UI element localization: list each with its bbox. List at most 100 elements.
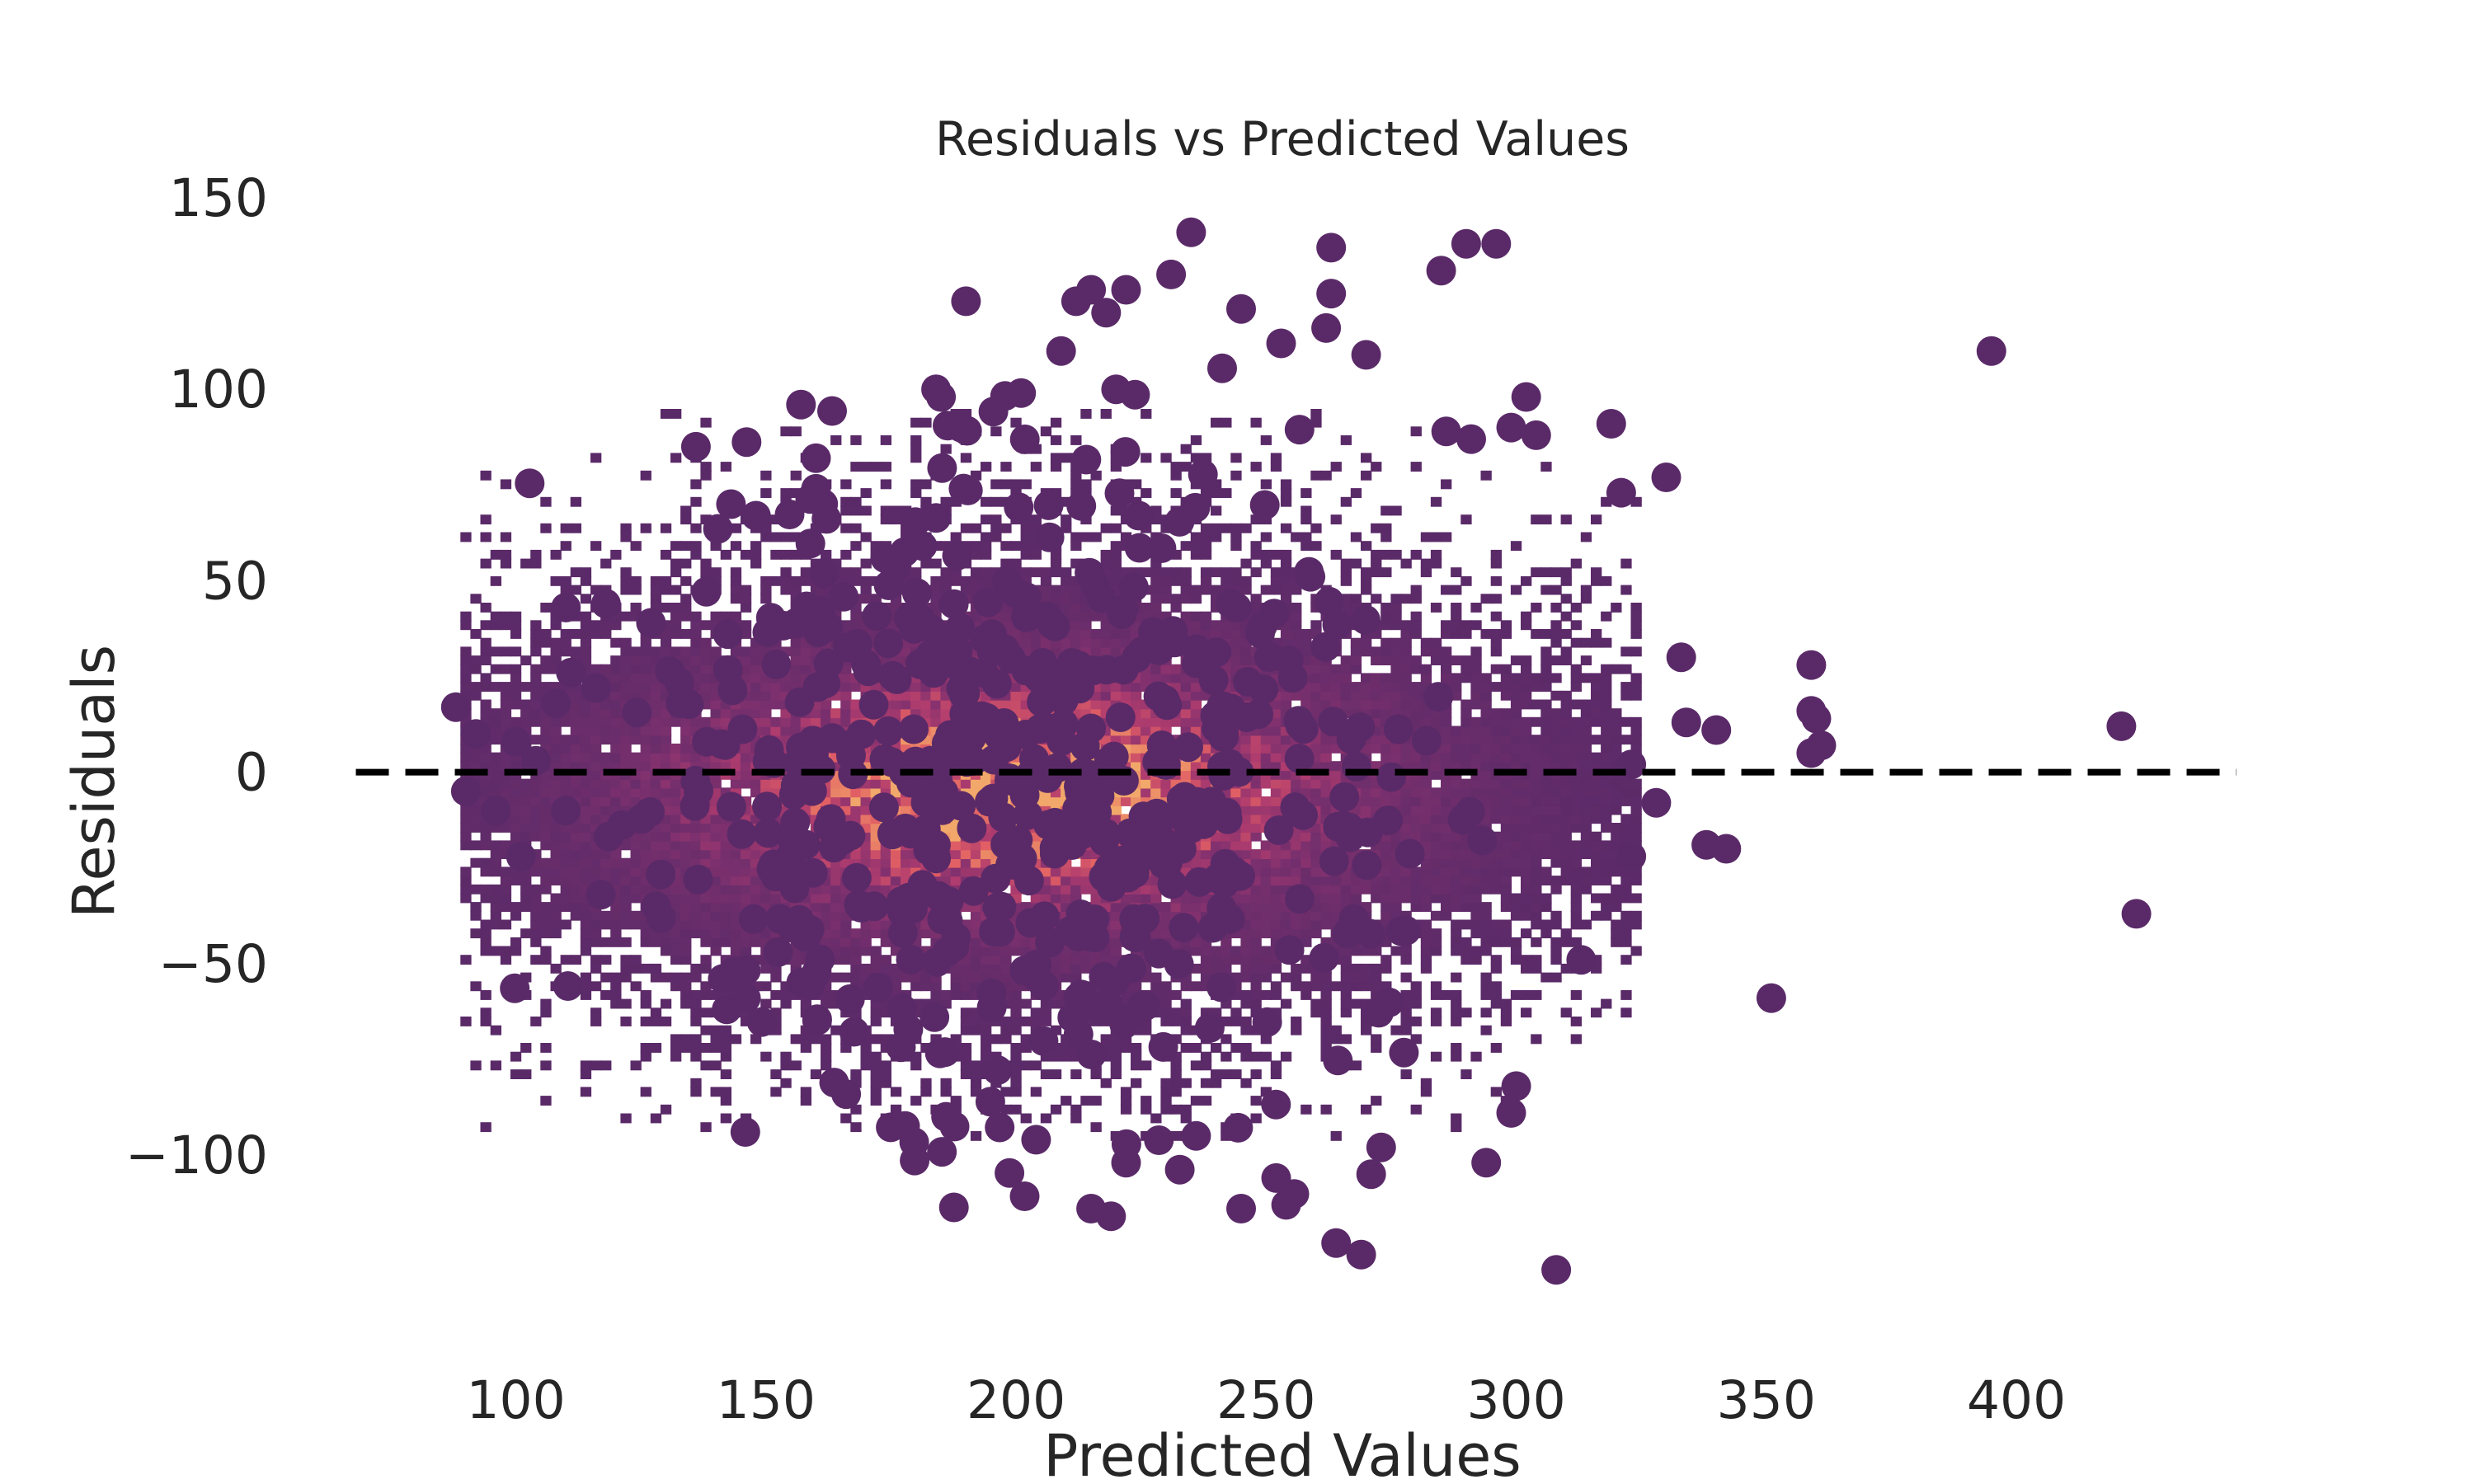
density-cell xyxy=(1180,541,1192,552)
density-cell xyxy=(1300,787,1312,798)
density-cell xyxy=(1361,708,1372,719)
density-cell xyxy=(1020,567,1032,578)
density-cell xyxy=(600,787,612,798)
density-cell xyxy=(790,585,802,595)
density-cell xyxy=(981,532,992,542)
density-cell xyxy=(1050,884,1062,895)
density-cell xyxy=(740,884,752,895)
density-cell xyxy=(970,470,982,481)
density-cell xyxy=(1400,1069,1412,1079)
density-cell xyxy=(850,955,862,965)
density-cell xyxy=(1390,611,1402,622)
density-cell xyxy=(690,990,702,1000)
density-cell xyxy=(1190,629,1202,639)
density-cell xyxy=(850,937,862,947)
density-cell xyxy=(1100,955,1112,965)
density-cell xyxy=(1070,1051,1082,1062)
density-cell xyxy=(1200,849,1212,859)
density-cell xyxy=(680,849,692,859)
density-cell xyxy=(670,787,682,798)
density-cell xyxy=(821,937,832,947)
density-cell xyxy=(1260,532,1272,542)
density-cell xyxy=(1380,637,1392,648)
density-cell xyxy=(650,831,662,842)
density-cell xyxy=(600,629,612,639)
density-cell xyxy=(1430,814,1442,824)
density-cell xyxy=(1250,761,1262,772)
density-cell xyxy=(660,735,672,745)
density-cell xyxy=(1110,910,1122,921)
density-cell xyxy=(740,743,752,754)
density-cell xyxy=(1410,998,1422,1009)
density-cell xyxy=(610,990,622,1000)
density-cell xyxy=(600,716,612,727)
density-cell xyxy=(710,884,722,895)
density-cell xyxy=(520,778,532,789)
density-cell xyxy=(1371,673,1382,683)
density-cell xyxy=(1430,937,1442,947)
density-cell xyxy=(1350,532,1362,542)
density-cell xyxy=(540,840,552,851)
density-cell xyxy=(1380,963,1392,974)
density-cell xyxy=(1160,726,1172,736)
density-cell xyxy=(1061,523,1072,533)
density-cell xyxy=(560,646,571,657)
density-cell xyxy=(1030,567,1042,578)
density-cell xyxy=(1420,716,1432,727)
density-cell xyxy=(1340,435,1352,445)
density-cell xyxy=(580,884,592,895)
density-cell xyxy=(610,637,622,648)
density-cell xyxy=(1240,655,1252,665)
density-cell xyxy=(670,629,682,639)
density-cell xyxy=(970,937,982,947)
density-cell xyxy=(710,866,722,877)
density-cell xyxy=(1270,866,1282,877)
density-cell xyxy=(800,655,811,665)
density-cell xyxy=(821,716,832,727)
density-cell xyxy=(1380,743,1392,754)
density-cell xyxy=(1390,866,1402,877)
density-cell xyxy=(460,761,472,772)
density-cell xyxy=(700,699,712,710)
density-cell xyxy=(620,857,632,868)
density-cell xyxy=(981,462,992,472)
density-cell xyxy=(1211,417,1222,428)
density-cell xyxy=(1380,567,1392,578)
density-cell xyxy=(1260,884,1272,895)
density-cell xyxy=(1361,682,1372,692)
density-cell xyxy=(750,814,762,824)
density-cell xyxy=(740,594,752,604)
density-cell xyxy=(670,876,682,885)
density-cell xyxy=(460,876,472,885)
density-cell xyxy=(1420,558,1432,569)
density-cell xyxy=(720,1051,731,1062)
density-cell xyxy=(660,409,672,419)
density-cell xyxy=(740,796,752,806)
density-cell xyxy=(1410,866,1422,877)
density-cell xyxy=(930,972,942,983)
density-cell xyxy=(1420,884,1432,895)
density-cell xyxy=(1260,435,1272,445)
density-cell xyxy=(700,928,712,939)
density-cell xyxy=(1090,955,1102,965)
density-cell xyxy=(1310,417,1322,428)
density-cell xyxy=(690,963,702,974)
density-cell xyxy=(1410,831,1422,842)
density-cell xyxy=(600,752,612,763)
density-cell xyxy=(870,963,882,974)
density-cell xyxy=(1010,937,1022,947)
density-cell xyxy=(1180,1007,1192,1018)
density-cell xyxy=(1230,523,1242,533)
density-cell xyxy=(730,884,742,895)
density-cell xyxy=(520,972,532,983)
density-cell xyxy=(850,708,862,719)
density-cell xyxy=(870,946,882,956)
density-cell xyxy=(1280,902,1292,912)
density-cell xyxy=(500,690,512,701)
density-cell xyxy=(680,1043,692,1053)
density-cell xyxy=(1400,955,1412,965)
density-cell xyxy=(730,866,742,877)
density-cell xyxy=(1170,990,1182,1000)
density-cell xyxy=(1280,743,1292,754)
density-cell xyxy=(760,594,772,604)
